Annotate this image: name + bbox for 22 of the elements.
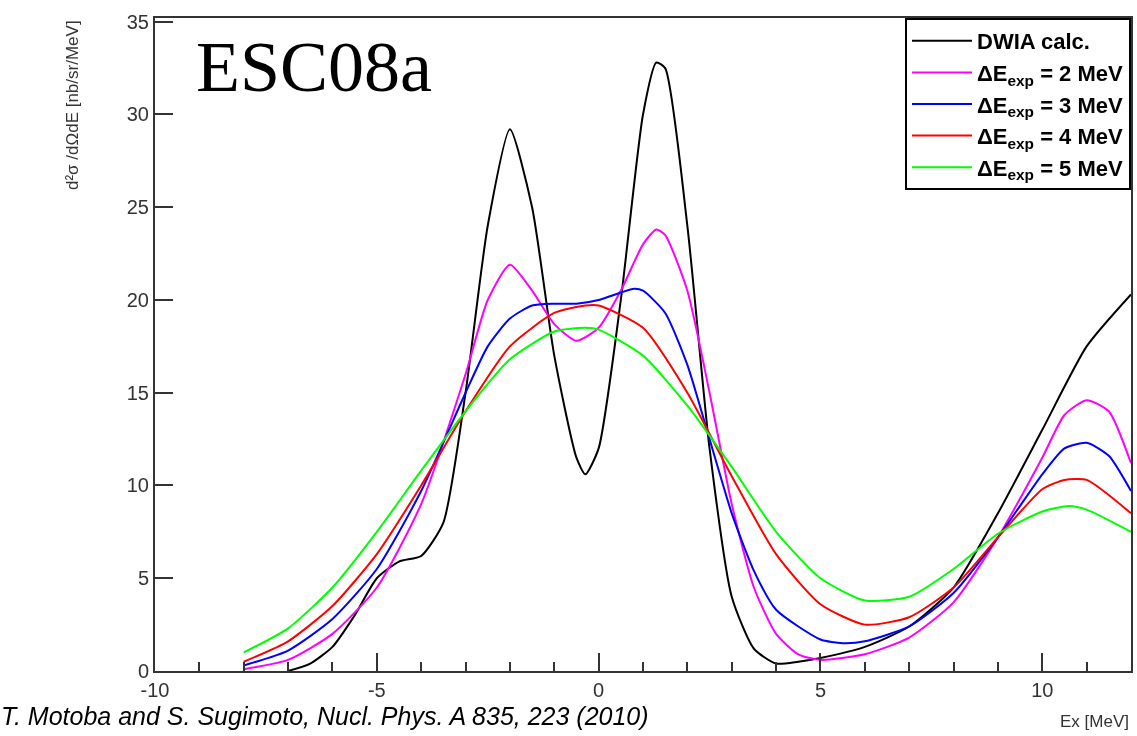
y-tick-label: 15	[126, 381, 149, 404]
y-tick-label: 25	[126, 196, 149, 219]
y-axis-title: d²σ /dΩdE [nb/sr/MeV]	[63, 20, 83, 191]
y-tick-label: 5	[137, 567, 149, 590]
legend-label: ΔE$_{exp}$ = 2 MeV	[977, 60, 1124, 89]
y-tick-label: 20	[126, 288, 149, 311]
legend-label: ΔE$_{exp}$ = 4 MeV	[977, 124, 1124, 152]
text: T. Motoba and S. Sugimoto, Nucl. Phys. A 835, 223 (2010)	[1, 702, 649, 730]
y-tick-label: 30	[126, 103, 149, 126]
y-tick-label: 0	[137, 660, 149, 682]
legend-label: ΔE$_{exp}$ = 3 MeV	[977, 92, 1124, 121]
x-tick-label: -5	[367, 679, 386, 701]
x-tick-label: 5	[814, 679, 827, 701]
x-tick-label: 10	[1031, 679, 1054, 701]
y-tick-label: 10	[126, 474, 149, 497]
y-tick-label: 35	[126, 10, 149, 33]
x-tick-label: 0	[593, 679, 605, 701]
chart-title: ESC08a	[196, 27, 433, 107]
x-tick-label: -10	[140, 679, 170, 701]
x-axis-title: Ex [MeV]	[1060, 712, 1129, 731]
legend-label: ΔE$_{exp}$ = 5 MeV	[977, 155, 1124, 184]
legend-label: DWIA calc.	[977, 29, 1090, 55]
